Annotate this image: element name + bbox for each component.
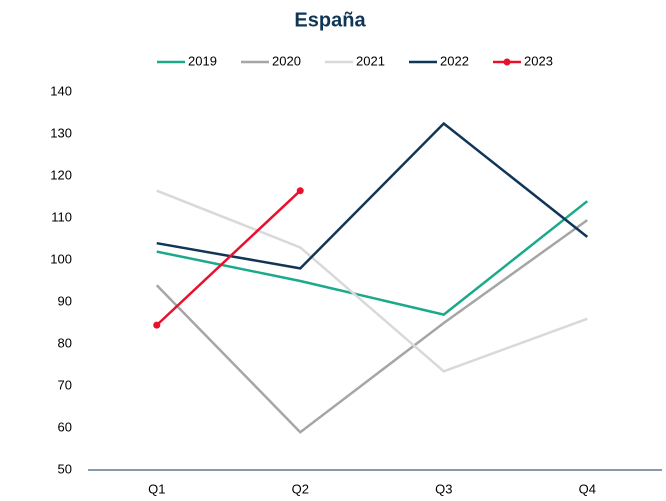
legend-label: 2020 bbox=[272, 53, 301, 68]
legend-label: 2023 bbox=[524, 53, 553, 68]
y-tick-label: 140 bbox=[50, 83, 72, 98]
legend-label: 2021 bbox=[356, 53, 385, 68]
point bbox=[296, 187, 304, 195]
x-tick-label: Q2 bbox=[292, 481, 309, 496]
series-line bbox=[156, 121, 589, 270]
legend-label: 2019 bbox=[188, 53, 217, 68]
series-line bbox=[155, 189, 302, 327]
legend-marker bbox=[503, 58, 511, 66]
y-tick-label: 80 bbox=[58, 335, 72, 350]
x-tick-label: Q3 bbox=[435, 481, 452, 496]
series-line bbox=[156, 189, 588, 373]
chart-title: España bbox=[294, 9, 366, 31]
y-tick-label: 60 bbox=[58, 419, 72, 434]
y-tick-label: 70 bbox=[58, 377, 72, 392]
series-line bbox=[156, 200, 589, 316]
series-line bbox=[155, 219, 588, 434]
point bbox=[153, 321, 161, 329]
legend-label: 2022 bbox=[440, 53, 469, 68]
y-tick-label: 110 bbox=[51, 209, 72, 224]
y-tick-label: 50 bbox=[58, 461, 72, 476]
y-tick-label: 90 bbox=[58, 293, 72, 308]
y-tick-label: 130 bbox=[50, 125, 72, 140]
x-tick-label: Q1 bbox=[148, 481, 165, 496]
y-tick-label: 120 bbox=[50, 167, 72, 182]
y-tick-label: 100 bbox=[50, 251, 72, 266]
x-tick-label: Q4 bbox=[579, 481, 596, 496]
